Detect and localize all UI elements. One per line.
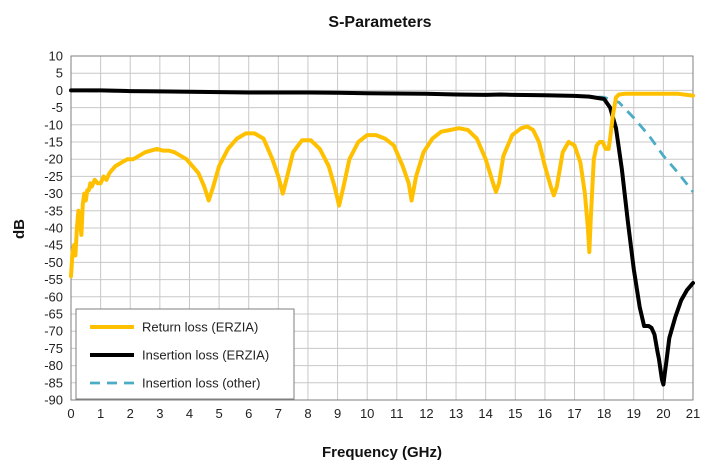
x-tick-label: 16 (538, 406, 552, 421)
x-tick-label: 21 (686, 406, 700, 421)
y-tick-label: -90 (44, 393, 63, 408)
y-tick-label: -45 (44, 238, 63, 253)
y-tick-label: -55 (44, 272, 63, 287)
y-tick-label: 10 (49, 49, 63, 64)
x-axis-label: Frequency (GHz) (322, 444, 442, 461)
y-tick-label: -85 (44, 375, 63, 390)
x-tick-label: 0 (67, 406, 74, 421)
y-tick-label: -40 (44, 221, 63, 236)
x-tick-label: 13 (449, 406, 463, 421)
x-tick-label: 12 (419, 406, 433, 421)
series-layer (69, 88, 695, 387)
x-tick-label: 15 (508, 406, 522, 421)
plot-frame (70, 55, 694, 401)
y-tick-label: -20 (44, 152, 63, 167)
x-tick-label: 1 (97, 406, 104, 421)
x-tick-label: 4 (186, 406, 193, 421)
y-tick-label: -5 (51, 100, 63, 115)
y-tick-label: -60 (44, 289, 63, 304)
series-line-return-loss-erzia (69, 91, 695, 279)
legend-label: Insertion loss (ERZIA) (142, 348, 269, 363)
legend-label: Return loss (ERZIA) (142, 320, 258, 335)
x-tick-label: 19 (627, 406, 641, 421)
x-tick-label: 8 (304, 406, 311, 421)
y-tick-label: -35 (44, 203, 63, 218)
x-tick-label: 20 (656, 406, 670, 421)
x-tick-label: 14 (478, 406, 492, 421)
y-tick-label: -10 (44, 117, 63, 132)
x-tick-label: 6 (245, 406, 252, 421)
x-tick-label: 11 (390, 406, 404, 421)
x-tick-label: 5 (215, 406, 222, 421)
y-tick-label: -70 (44, 324, 63, 339)
y-tick-label: 0 (56, 83, 63, 98)
x-tick-labels: 0 1 2 3 4 5 6 7 8 9 10 11 12 13 14 15 16 17 18 19 20 21 (67, 406, 700, 421)
y-tick-labels: 10 5 0 -5 -10 -15 -20 -25 -30 -35 -40 -45 -50 -55 -60 -… (44, 49, 63, 408)
x-tick-label: 2 (127, 406, 134, 421)
x-tick-label: 3 (156, 406, 163, 421)
series-line-insertion-loss-other (70, 89, 695, 193)
x-tick-label: 17 (567, 406, 581, 421)
x-tick-label: 9 (334, 406, 341, 421)
legend: Return loss (ERZIA) Insertion loss (ERZIA… (75, 308, 295, 400)
y-axis-label: dB (11, 219, 28, 239)
y-tick-label: 5 (56, 66, 63, 81)
y-tick-label: -50 (44, 255, 63, 270)
x-tick-label: 10 (360, 406, 374, 421)
x-tick-label: 18 (597, 406, 611, 421)
y-tick-label: -80 (44, 358, 63, 373)
x-tick-label: 7 (275, 406, 282, 421)
y-tick-label: -25 (44, 169, 63, 184)
y-tick-label: -65 (44, 307, 63, 322)
y-tick-label: -30 (44, 186, 63, 201)
y-tick-label: -75 (44, 341, 63, 356)
y-tick-label: -15 (44, 135, 63, 150)
legend-label: Insertion loss (other) (142, 376, 261, 391)
chart-title: S-Parameters (328, 14, 431, 31)
series-line-insertion-loss-erzia (69, 88, 695, 387)
